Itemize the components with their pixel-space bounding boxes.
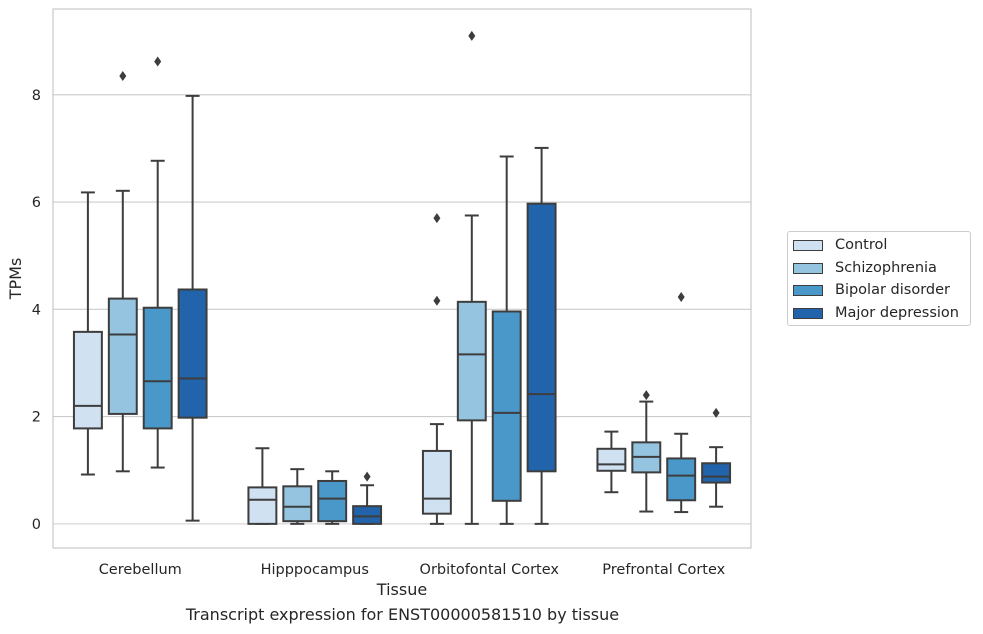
legend-swatch-control	[793, 239, 823, 251]
iqr-box	[701, 462, 732, 484]
iqr-box	[317, 479, 348, 523]
outlier-point	[712, 407, 720, 418]
iqr-box	[491, 310, 522, 502]
box-control	[72, 191, 103, 476]
x-tick-label: Hipppocampus	[261, 562, 369, 578]
legend-swatch-bipolar-disorder	[793, 284, 823, 296]
figure-caption: Transcript expression for ENST0000058151…	[185, 605, 620, 624]
legend-label-major-depression: Major depression	[835, 305, 959, 321]
legend-item-schizophrenia: Schizophrenia	[793, 258, 937, 278]
legend-label-bipolar-disorder: Bipolar disorder	[835, 282, 950, 298]
outlier-point	[642, 390, 650, 401]
box-bipolar-disorder	[142, 56, 173, 469]
outlier-point	[433, 295, 441, 306]
legend-item-bipolar-disorder: Bipolar disorder	[793, 280, 950, 300]
box-bipolar-disorder	[317, 470, 348, 525]
legend-item-major-depression: Major depression	[793, 303, 959, 323]
box-schizophrenia	[456, 30, 487, 525]
iqr-box	[456, 300, 487, 422]
iqr-box	[526, 202, 557, 473]
y-tick-label: 0	[32, 517, 41, 533]
y-tick-label: 8	[32, 88, 41, 104]
y-tick-label: 2	[32, 410, 41, 426]
outlier-point	[433, 213, 441, 224]
legend-label-control: Control	[835, 237, 888, 253]
iqr-box	[72, 330, 103, 430]
iqr-box	[107, 297, 138, 415]
iqr-box	[421, 449, 452, 515]
box-control	[421, 213, 452, 525]
y-tick-label: 6	[32, 195, 41, 211]
iqr-box	[247, 486, 278, 525]
legend-item-control: Control	[793, 235, 887, 255]
outlier-point	[154, 56, 162, 67]
outlier-point	[468, 30, 476, 41]
iqr-box	[142, 306, 173, 430]
x-tick-label: Cerebellum	[99, 562, 182, 578]
legend-label-schizophrenia: Schizophrenia	[835, 260, 937, 276]
legend: Control Schizophrenia Bipolar disorder M…	[787, 231, 971, 326]
y-axis-label: TPMs	[6, 258, 25, 301]
iqr-box	[282, 485, 313, 523]
iqr-box	[352, 505, 383, 525]
iqr-box	[177, 288, 208, 419]
legend-swatch-major-depression	[793, 307, 823, 319]
iqr-box	[666, 457, 697, 502]
outlier-point	[677, 292, 685, 303]
box-schizophrenia	[107, 71, 138, 473]
box-bipolar-disorder	[666, 292, 697, 514]
legend-swatch-schizophrenia	[793, 262, 823, 274]
y-tick-label: 4	[32, 302, 41, 318]
box-major-depression	[526, 146, 557, 525]
box-major-depression	[177, 94, 208, 522]
box-control	[247, 447, 278, 525]
box-major-depression	[701, 407, 732, 508]
outlier-point	[119, 71, 127, 82]
x-axis-label: Tissue	[376, 580, 427, 599]
outlier-point	[363, 471, 371, 482]
box-schizophrenia	[631, 390, 662, 513]
box-control	[596, 430, 627, 494]
box-schizophrenia	[282, 468, 313, 525]
iqr-box	[596, 447, 627, 472]
x-tick-label: Orbitofontal Cortex	[420, 562, 560, 578]
box-bipolar-disorder	[491, 155, 522, 525]
box-major-depression	[352, 471, 383, 525]
plot-frame	[52, 8, 752, 549]
x-tick-label: Prefrontal Cortex	[602, 562, 725, 578]
